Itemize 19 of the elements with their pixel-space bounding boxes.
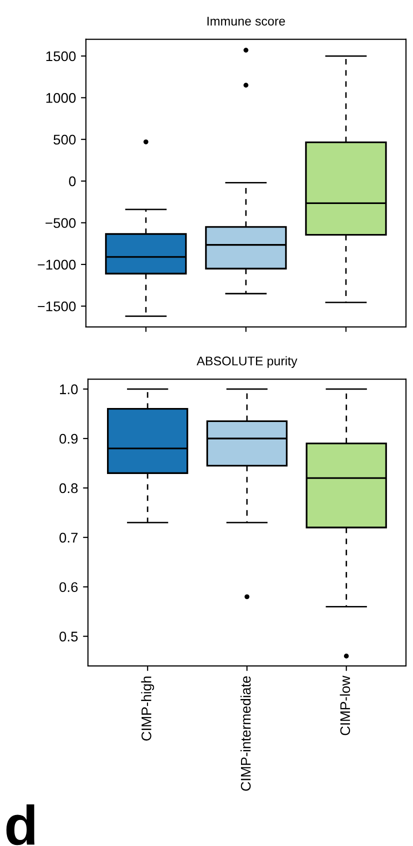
y-tick-label: 0.7 xyxy=(59,532,78,543)
text: d xyxy=(6,804,34,846)
chart-title: ABSOLUTE purity xyxy=(196,356,298,368)
y-tick-label: 1.0 xyxy=(60,384,78,394)
y-tick-label: 500 xyxy=(54,134,76,145)
y-tick-label: 1000 xyxy=(46,93,76,103)
x-tick-label: CIMP-low xyxy=(340,676,350,736)
y-tick-label: 0.8 xyxy=(59,483,78,494)
y-tick-label: 1500 xyxy=(46,51,76,62)
x-tick-label: CIMP-intermediate xyxy=(240,676,251,791)
y-tick-label: 0.9 xyxy=(59,434,78,444)
y-tick-label: 0.5 xyxy=(59,632,78,642)
y-tick-label: −1500 xyxy=(38,301,76,312)
chart-title: Immune score xyxy=(208,16,285,26)
y-tick-label: −500 xyxy=(46,218,76,228)
y-tick-label: 0.6 xyxy=(59,582,78,592)
y-tick-label: 0 xyxy=(69,176,76,186)
x-tick-label: CIMP-high xyxy=(141,676,154,741)
y-tick-label: −1000 xyxy=(38,260,76,270)
